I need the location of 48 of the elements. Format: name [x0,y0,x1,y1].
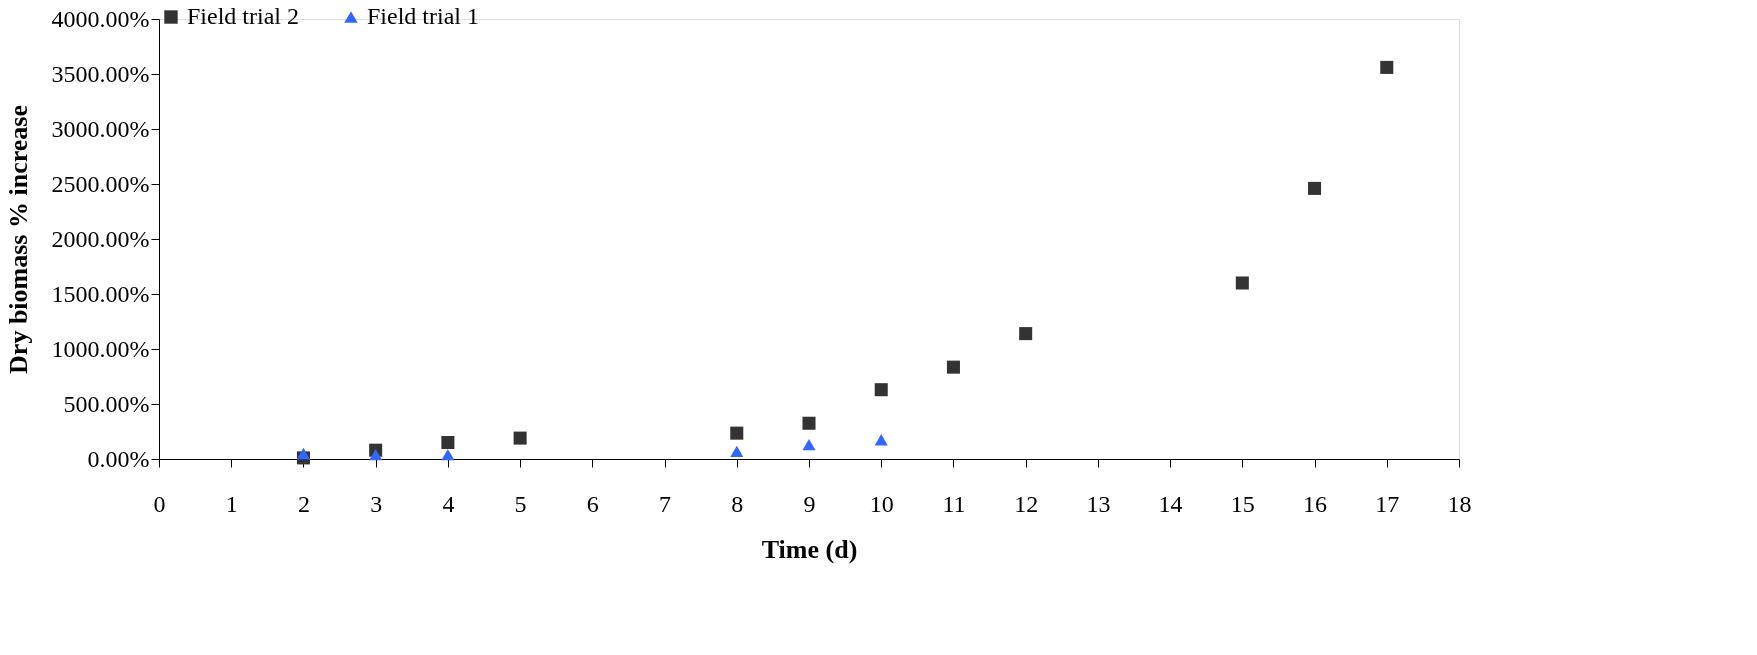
x-tick-label: 5 [514,490,527,517]
x-tick-label: 11 [942,490,966,517]
y-tick-label: 3500.00% [51,60,150,87]
y-axis-title: Dry biomass % increase [3,105,33,374]
y-tick-label: 2500.00% [51,170,150,197]
point [296,447,310,460]
x-tick-label: 6 [586,490,599,517]
x-tick-label: 18 [1447,490,1472,517]
x-tick-label: 17 [1375,490,1400,517]
x-tick-label: 4 [442,490,455,517]
point [1019,327,1033,341]
point [874,434,888,446]
point [802,416,816,430]
y-tick-label: 500.00% [63,390,150,417]
point [802,439,816,451]
point [441,448,455,461]
y-tick-label: 1500.00% [51,280,150,307]
point [513,431,527,445]
x-tick-label: 2 [297,490,310,517]
legend-label: Field trial 2 [187,3,299,29]
point [874,383,888,397]
x-tick-label: 15 [1230,490,1255,517]
x-tick-label: 9 [803,490,816,517]
y-tick-label: 4000.00% [51,5,150,32]
y-tick-label: 0.00% [87,445,150,472]
x-tick-label: 14 [1158,490,1183,517]
y-tick-label: 3000.00% [51,115,150,142]
x-tick-label: 13 [1086,490,1111,517]
y-tick-label: 2000.00% [51,225,150,252]
x-axis-title: Time (d) [761,534,858,564]
point [441,435,455,450]
x-tick-label: 8 [731,490,744,517]
x-tick-label: 10 [869,490,894,517]
x-tick-label: 0 [153,490,166,517]
x-tick-label: 12 [1014,490,1039,517]
point [730,426,744,440]
y-tick-label: 1000.00% [51,335,150,362]
point [730,445,744,457]
x-tick-label: 1 [225,490,238,517]
point [1308,181,1322,195]
x-tick-label: 7 [659,490,672,517]
point [1380,60,1394,74]
point [1235,276,1249,290]
legend-label: Field trial 1 [367,3,479,29]
point [369,448,383,461]
point [946,360,960,374]
x-tick-label: 16 [1303,490,1328,517]
x-tick-label: 3 [370,490,383,517]
